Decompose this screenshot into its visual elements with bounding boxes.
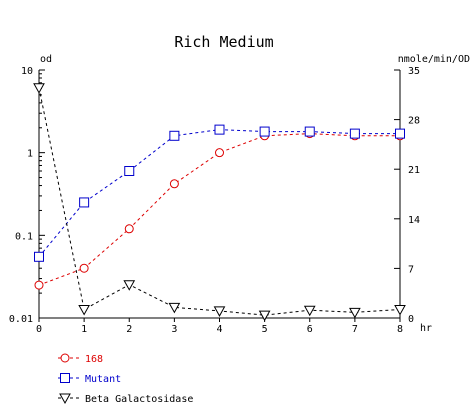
data-point-mutant [395,128,405,139]
data-point-beta-galactosidase [123,280,136,291]
right-tick-label: 7 [408,264,414,275]
legend-marker-mutant [60,373,70,383]
series-line-168 [38,133,400,286]
data-point-beta-galactosidase [303,305,316,317]
series-line-beta-galactosidase [38,87,401,316]
data-point-mutant [124,166,135,177]
right-tick-label: 14 [408,215,420,226]
left-axis-label: od [40,54,52,65]
legend-marker-beta-galactosidase [59,393,71,405]
axis-ticks: 0 1 2 3 4 5 6 7 8 10 1 0.1 0.01 35 28 21 14 7 0 [9,66,420,335]
x-tick-label: 7 [352,324,358,335]
data-point-168 [124,224,134,234]
right-tick-label: 0 [408,314,414,325]
left-tick-label: 0.1 [15,231,33,242]
data-point-mutant [304,126,315,137]
legend-marker-168 [60,353,70,363]
x-tick-label: 1 [81,324,87,335]
data-point-168 [79,263,89,273]
right-tick-label: 28 [408,116,420,127]
right-tick-label: 21 [408,165,420,176]
legend: 168 Mutant Beta Galactosidase [58,353,193,405]
right-axis-label: nmole/min/OD [398,54,470,65]
data-point-beta-galactosidase [33,83,45,94]
legend-label-beta-galactosidase: Beta Galactosidase [85,394,193,405]
data-point-beta-galactosidase [168,302,181,314]
left-tick-label: 10 [21,66,33,77]
data-point-168 [215,148,224,158]
x-tick-label: 6 [307,324,313,335]
data-point-beta-galactosidase [394,304,406,316]
data-point-mutant [259,126,270,137]
data-point-beta-galactosidase [258,310,271,322]
x-axis-unit: hr [420,323,432,334]
chart-title: Rich Medium [174,33,273,51]
x-tick-label: 4 [216,324,222,335]
data-point-mutant [34,251,44,262]
data-point-168 [169,179,179,189]
right-tick-label: 35 [408,66,420,77]
left-tick-label: 0.01 [9,314,33,325]
x-tick-label: 8 [397,324,403,335]
data-point-beta-galactosidase [78,304,90,316]
data-series [33,83,406,322]
left-tick-label: 1 [27,149,33,160]
legend-label-mutant: Mutant [85,374,121,385]
data-point-mutant [349,128,360,139]
data-point-mutant [169,130,180,141]
x-tick-label: 2 [126,324,132,335]
data-point-mutant [214,124,225,135]
data-point-mutant [79,197,90,208]
data-point-beta-galactosidase [213,306,226,317]
x-tick-label: 5 [262,324,268,335]
data-point-beta-galactosidase [349,307,361,319]
x-tick-label: 0 [36,324,42,335]
x-tick-label: 3 [171,324,177,335]
legend-label-168: 168 [85,354,103,365]
data-point-168 [34,280,44,290]
